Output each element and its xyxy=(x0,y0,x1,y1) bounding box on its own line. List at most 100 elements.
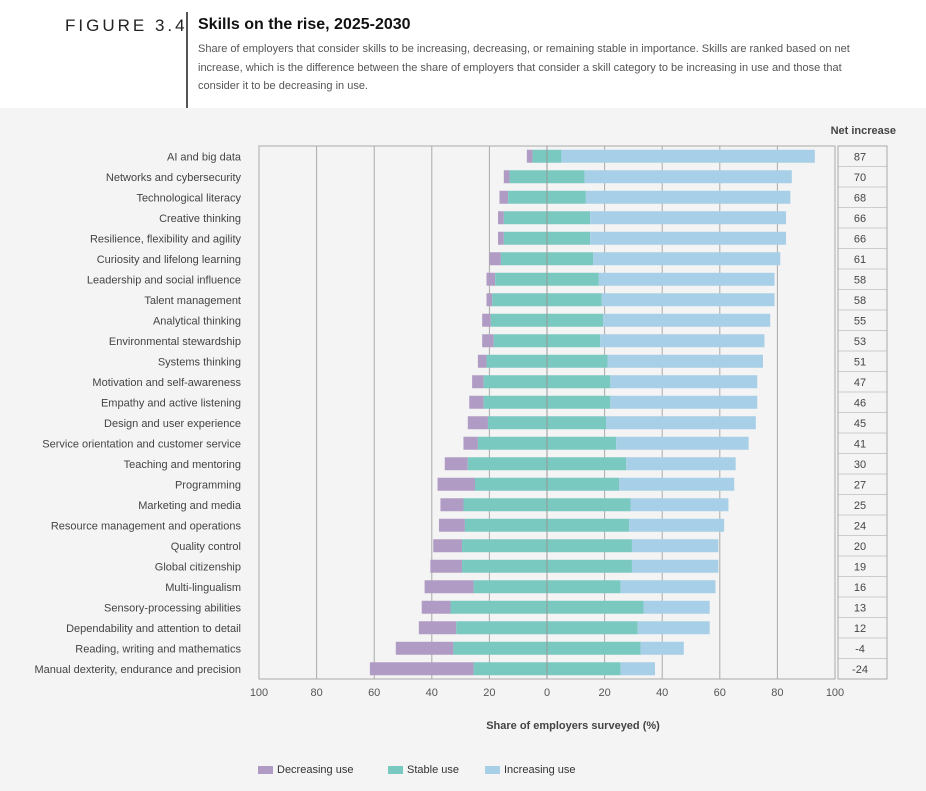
bar-increasing xyxy=(619,477,735,491)
bar-decreasing xyxy=(498,211,504,225)
bar-increasing xyxy=(616,436,749,450)
bar-decreasing xyxy=(498,231,504,245)
bar-increasing xyxy=(590,211,787,225)
category-label: Resource management and operations xyxy=(51,520,242,532)
bar-decreasing xyxy=(503,170,510,184)
net-increase-value: 41 xyxy=(854,438,866,450)
figure-subtitle: Share of employers that consider skills … xyxy=(198,43,850,92)
bar-decreasing xyxy=(421,600,451,614)
category-label: Analytical thinking xyxy=(153,315,241,327)
net-increase-value: 25 xyxy=(854,500,866,512)
bar-increasing xyxy=(631,539,719,553)
bar-decreasing xyxy=(369,662,474,676)
bar-decreasing xyxy=(467,416,488,430)
category-label: Global citizenship xyxy=(155,561,241,573)
bar-increasing xyxy=(630,498,729,512)
net-increase-value: 24 xyxy=(854,520,866,532)
category-label: Reading, writing and mathematics xyxy=(75,643,241,655)
bar-decreasing xyxy=(486,293,493,307)
category-label: Systems thinking xyxy=(158,356,241,368)
category-label: Curiosity and lifelong learning xyxy=(97,254,241,266)
legend-stable-swatch xyxy=(388,766,403,774)
bar-increasing xyxy=(598,272,775,286)
bar-increasing xyxy=(626,457,736,471)
bar-increasing xyxy=(561,149,815,163)
bar-increasing xyxy=(607,354,763,368)
net-increase-value: 58 xyxy=(854,295,866,307)
bar-decreasing xyxy=(433,539,463,553)
net-increase-value: 27 xyxy=(854,479,866,491)
net-increase-value: 66 xyxy=(854,233,866,245)
category-label: Sensory-processing abilities xyxy=(104,602,241,614)
net-increase-value: -4 xyxy=(855,643,865,655)
net-increase-value: 45 xyxy=(854,418,866,430)
bar-increasing xyxy=(590,231,787,245)
x-axis-label: Share of employers surveyed (%) xyxy=(486,720,660,732)
x-tick-label: 40 xyxy=(426,687,438,699)
net-increase-value: 66 xyxy=(854,213,866,225)
legend-decreasing: Decreasing use xyxy=(258,764,353,776)
bar-decreasing xyxy=(439,518,465,532)
bar-decreasing xyxy=(486,272,496,286)
net-increase-value: 68 xyxy=(854,192,866,204)
category-label: Quality control xyxy=(171,541,241,553)
bar-decreasing xyxy=(463,436,478,450)
bar-increasing xyxy=(606,416,756,430)
bar-increasing xyxy=(601,293,775,307)
bar-increasing xyxy=(600,334,765,348)
net-increase-value: 19 xyxy=(854,561,866,573)
legend-decreasing-label: Decreasing use xyxy=(277,764,354,776)
legend-increasing-swatch xyxy=(485,766,500,774)
category-label: Leadership and social influence xyxy=(87,274,241,286)
category-label: Service orientation and customer service xyxy=(42,438,241,450)
bar-decreasing xyxy=(526,149,533,163)
x-tick-label: 40 xyxy=(656,687,668,699)
category-label: Technological literacy xyxy=(136,192,241,204)
category-label: Resilience, flexibility and agility xyxy=(90,233,242,245)
net-increase-value: 16 xyxy=(854,582,866,594)
bar-decreasing xyxy=(424,580,474,594)
bar-increasing xyxy=(631,559,719,573)
category-label: Manual dexterity, endurance and precisio… xyxy=(35,664,241,676)
net-increase-value: 13 xyxy=(854,602,866,614)
net-increase-value: 46 xyxy=(854,397,866,409)
net-increase-value: 47 xyxy=(854,377,866,389)
bar-increasing xyxy=(585,190,791,204)
bar-increasing xyxy=(620,662,655,676)
category-label: Marketing and media xyxy=(138,500,242,512)
bar-increasing xyxy=(610,395,758,409)
category-label: Dependability and attention to detail xyxy=(66,623,241,635)
bar-decreasing xyxy=(418,621,457,635)
x-tick-label: 100 xyxy=(250,687,268,699)
x-tick-label: 80 xyxy=(310,687,322,699)
bar-decreasing xyxy=(437,477,475,491)
bar-decreasing xyxy=(482,313,491,327)
bar-increasing xyxy=(643,600,710,614)
category-label: Teaching and mentoring xyxy=(124,459,241,471)
legend-stable: Stable use xyxy=(388,764,459,776)
bar-increasing xyxy=(629,518,725,532)
bar-increasing xyxy=(603,313,771,327)
bar-increasing xyxy=(593,252,781,266)
category-label: Empathy and active listening xyxy=(101,397,241,409)
bar-decreasing xyxy=(444,457,468,471)
net-increase-value: 70 xyxy=(854,172,866,184)
net-increase-value: -24 xyxy=(852,664,868,676)
bar-decreasing xyxy=(499,190,509,204)
net-increase-value: 55 xyxy=(854,315,866,327)
net-column-frame xyxy=(837,145,888,680)
figure-header: FIGURE 3.4 Skills on the rise, 2025-2030… xyxy=(0,0,926,108)
net-increase-value: 87 xyxy=(854,151,866,163)
category-label: Environmental stewardship xyxy=(109,336,241,348)
category-label: Programming xyxy=(175,479,241,491)
net-increase-value: 58 xyxy=(854,274,866,286)
bar-increasing xyxy=(637,621,710,635)
x-tick-label: 80 xyxy=(771,687,783,699)
net-increase-value: 30 xyxy=(854,459,866,471)
net-increase-value: 51 xyxy=(854,356,866,368)
legend-increasing-label: Increasing use xyxy=(504,764,576,776)
bar-decreasing xyxy=(489,252,501,266)
bar-increasing xyxy=(620,580,716,594)
figure-label: FIGURE 3.4 xyxy=(65,16,188,35)
bar-decreasing xyxy=(440,498,464,512)
